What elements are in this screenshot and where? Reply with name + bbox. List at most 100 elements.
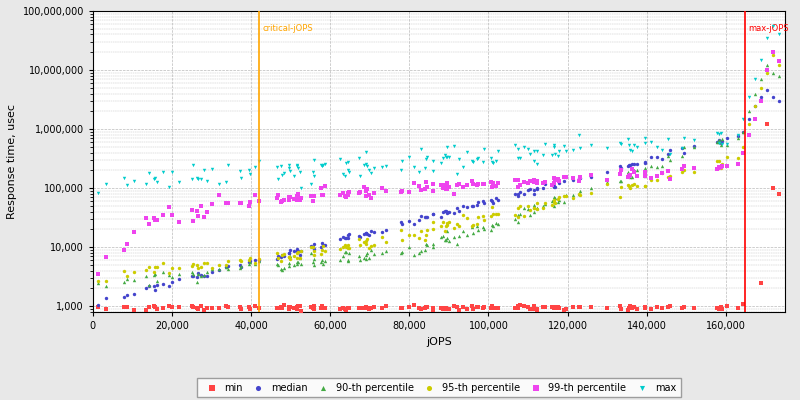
max [440, 154, 453, 160]
95-th percentile [287, 253, 300, 259]
95-th percentile [186, 261, 199, 267]
95-th percentile [334, 246, 346, 252]
min [192, 306, 205, 312]
99-th percentile [656, 170, 669, 176]
min [359, 304, 372, 310]
min [319, 305, 332, 311]
max [334, 155, 346, 162]
max [573, 132, 586, 138]
min [342, 305, 354, 311]
median [420, 214, 433, 220]
99-th percentile [440, 180, 453, 186]
95-th percentile [201, 260, 214, 266]
90-th percentile [755, 76, 768, 82]
90-th percentile [530, 204, 543, 211]
90-th percentile [206, 266, 218, 272]
max [282, 162, 295, 169]
99-th percentile [149, 217, 162, 223]
max [396, 158, 409, 164]
min [638, 303, 651, 310]
90-th percentile [157, 269, 170, 276]
max [478, 146, 490, 152]
min [195, 302, 208, 309]
max [359, 160, 372, 167]
median [688, 143, 701, 149]
90-th percentile [234, 263, 247, 269]
max [290, 163, 303, 170]
min [121, 304, 134, 310]
max [766, 23, 779, 30]
95-th percentile [485, 213, 498, 219]
min [546, 304, 558, 311]
median [663, 147, 676, 153]
min [234, 304, 246, 311]
90-th percentile [342, 250, 355, 256]
min [477, 304, 490, 311]
95-th percentile [626, 182, 639, 188]
95-th percentile [663, 173, 676, 179]
max [761, 35, 774, 41]
90-th percentile [663, 157, 676, 163]
95-th percentile [713, 158, 726, 164]
min [676, 304, 689, 311]
90-th percentile [711, 138, 724, 145]
95-th percentile [396, 237, 409, 244]
99-th percentile [201, 209, 214, 215]
99-th percentile [536, 180, 549, 186]
max [358, 162, 370, 168]
median [148, 283, 161, 289]
median [743, 116, 756, 122]
90-th percentile [585, 184, 598, 191]
min [517, 303, 530, 309]
99-th percentile [558, 173, 570, 180]
max [375, 163, 388, 170]
90-th percentile [472, 226, 485, 233]
max [157, 169, 170, 176]
90-th percentile [731, 135, 744, 142]
90-th percentile [531, 205, 544, 212]
95-th percentile [528, 205, 541, 211]
90-th percentile [558, 198, 570, 205]
median [512, 191, 525, 197]
max [234, 175, 247, 182]
95-th percentile [743, 121, 756, 128]
99-th percentile [314, 185, 327, 191]
max [472, 155, 485, 162]
median [362, 232, 375, 238]
90-th percentile [716, 136, 729, 142]
95-th percentile [275, 258, 288, 264]
99-th percentile [614, 171, 626, 178]
90-th percentile [551, 199, 564, 205]
99-th percentile [282, 197, 295, 203]
median [234, 264, 247, 271]
median [140, 285, 153, 292]
max [437, 155, 450, 162]
max [631, 144, 644, 150]
99-th percentile [512, 177, 525, 184]
95-th percentile [585, 190, 598, 196]
99-th percentile [142, 220, 155, 227]
median [531, 185, 544, 191]
95-th percentile [450, 221, 463, 228]
99-th percentile [470, 182, 483, 188]
90-th percentile [354, 257, 366, 263]
min [528, 303, 541, 310]
min [558, 307, 570, 313]
95-th percentile [354, 242, 366, 248]
max [414, 146, 427, 152]
min [656, 305, 669, 311]
min [360, 304, 373, 310]
90-th percentile [435, 233, 448, 240]
median [614, 163, 626, 169]
max [402, 154, 415, 160]
max [531, 161, 544, 167]
median [396, 221, 409, 227]
min [213, 304, 226, 311]
95-th percentile [206, 264, 218, 271]
median [213, 266, 226, 273]
99-th percentile [342, 190, 354, 196]
99-th percentile [354, 189, 366, 196]
90-th percentile [307, 262, 320, 268]
max [271, 164, 284, 170]
99-th percentile [360, 188, 373, 194]
